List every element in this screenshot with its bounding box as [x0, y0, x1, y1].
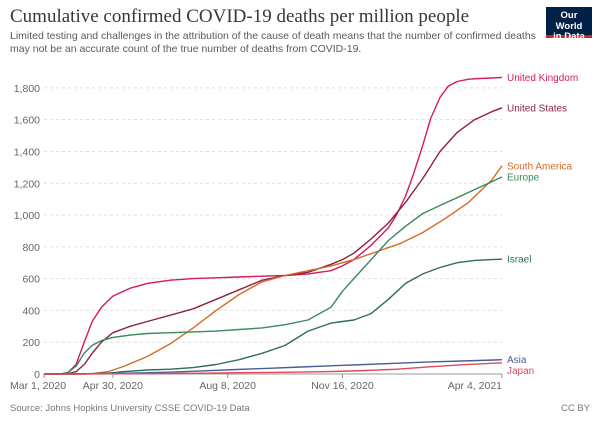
axes: 0 200 400 600 800 1,000 1,200 1,400 1,600 1,800 Ma… — [10, 83, 503, 392]
series-label-united-states[interactable]: United States — [507, 103, 567, 114]
x-tick-label: Mar 1, 2020 — [10, 380, 66, 392]
y-tick-label: 1,200 — [14, 178, 40, 190]
source-note[interactable]: Source: Johns Hopkins University CSSE CO… — [10, 403, 250, 414]
x-tick-label: Aug 8, 2020 — [199, 380, 256, 392]
series-line-europe[interactable] — [44, 176, 503, 375]
license-link[interactable]: CC BY — [560, 403, 590, 414]
y-tick-label: 1,800 — [14, 83, 40, 95]
x-tick-label: Nov 16, 2020 — [311, 380, 374, 392]
y-tick-label: 400 — [22, 305, 40, 317]
series-line-south-america[interactable] — [44, 165, 503, 375]
chart-title: Cumulative confirmed COVID-19 deaths per… — [10, 6, 470, 27]
logo-line-1: Our World — [555, 10, 583, 32]
x-tick-label: Apr 30, 2020 — [83, 380, 143, 392]
series-label-israel[interactable]: Israel — [507, 255, 531, 266]
y-tick-label: 0 — [34, 369, 40, 381]
y-tick-label: 600 — [22, 274, 40, 286]
series-lines — [43, 76, 503, 375]
chart-subtitle: Limited testing and challenges in the at… — [10, 30, 536, 55]
y-tick-label: 200 — [22, 337, 40, 349]
x-tick-label: Apr 4, 2021 — [448, 380, 502, 392]
series-label-japan[interactable]: Japan — [507, 366, 534, 377]
series-label-asia[interactable]: Asia — [507, 355, 527, 366]
series-line-united-states[interactable] — [44, 107, 503, 375]
series-labels: United Kingdom United States South America… — [507, 73, 578, 377]
y-tick-label: 1,400 — [14, 146, 40, 158]
series-label-united-kingdom[interactable]: United Kingdom — [507, 73, 578, 84]
y-tick-label: 1,000 — [14, 210, 40, 222]
y-tick-label: 1,600 — [14, 115, 40, 127]
owid-logo[interactable]: Our World in Data — [546, 7, 592, 42]
logo-line-2: in Data — [553, 31, 585, 42]
series-label-europe[interactable]: Europe — [507, 172, 540, 183]
series-label-south-america[interactable]: South America — [507, 161, 572, 172]
series-line-israel[interactable] — [44, 258, 503, 375]
y-tick-label: 800 — [22, 242, 40, 254]
gridlines — [44, 87, 502, 375]
series-line-united-kingdom[interactable] — [44, 76, 503, 375]
series-line-japan[interactable] — [44, 362, 503, 375]
